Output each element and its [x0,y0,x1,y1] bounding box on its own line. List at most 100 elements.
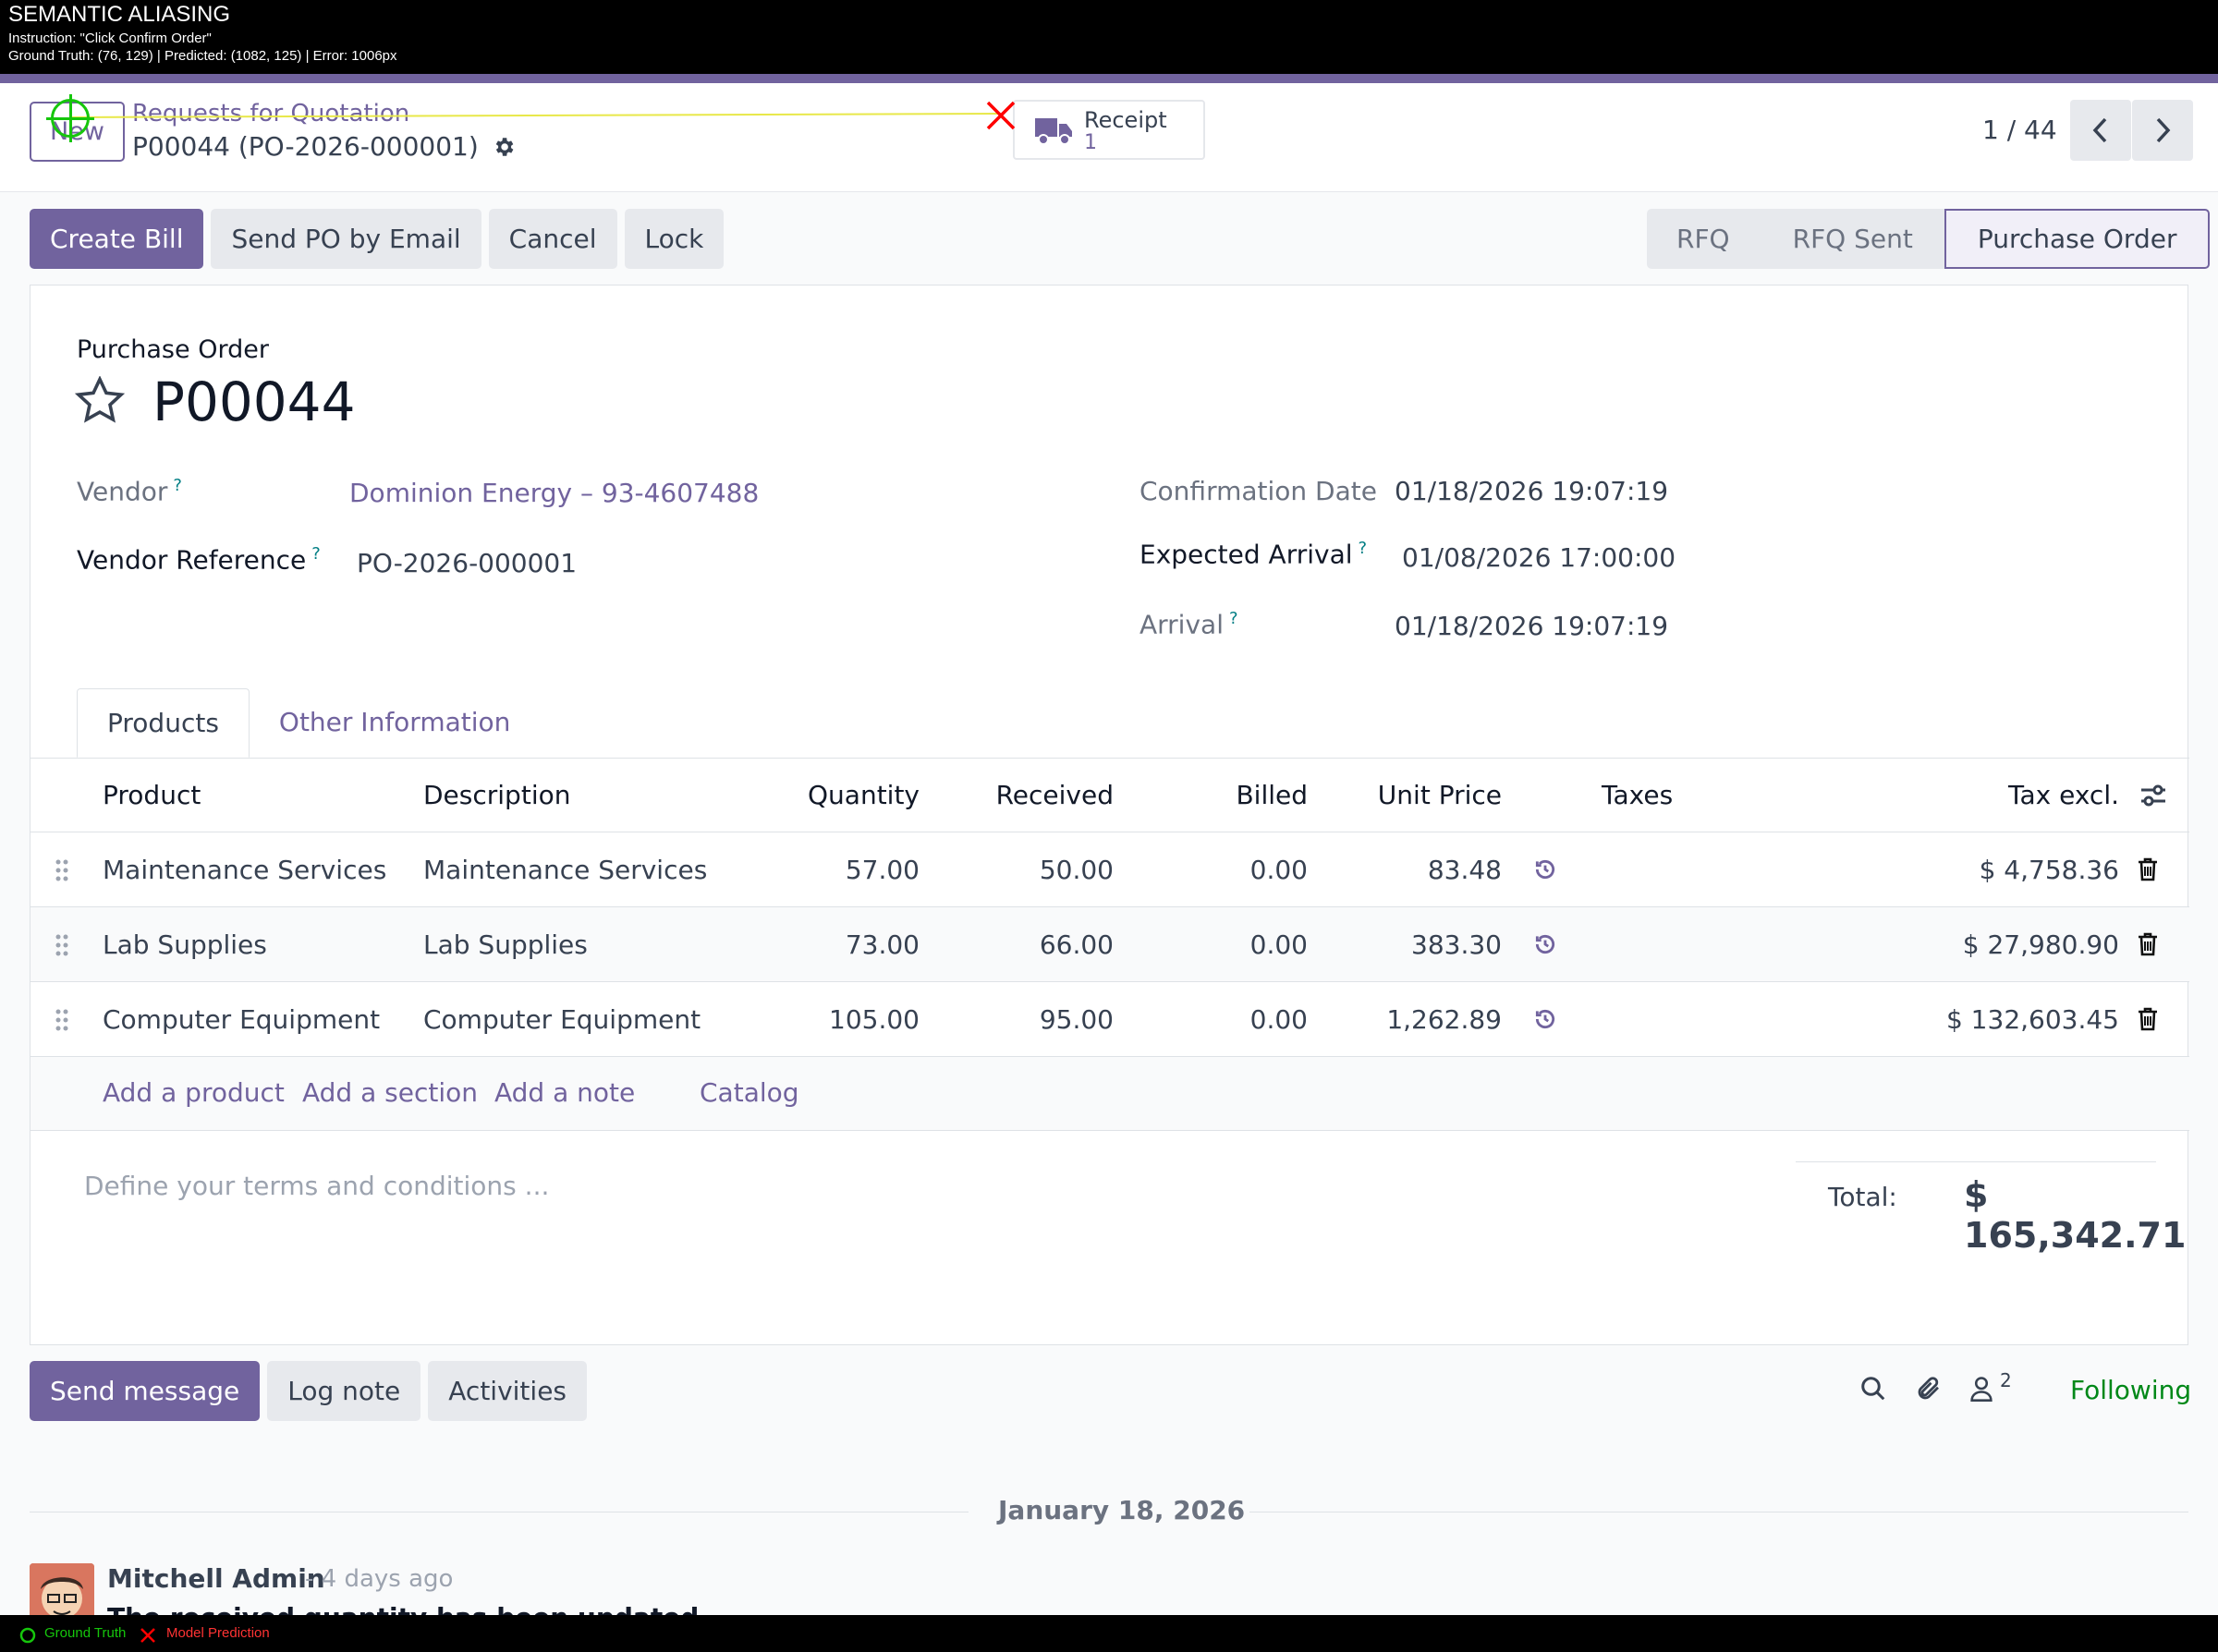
expected-arrival-field[interactable]: 01/08/2026 17:00:00 [1402,542,1676,573]
arrival-field[interactable]: 01/18/2026 19:07:19 [1395,611,1669,641]
row-received[interactable]: 50.00 [1039,854,1114,885]
column-header-taxes[interactable]: Taxes [1602,780,1674,810]
po-name: P00044 [152,370,356,433]
column-header-received[interactable]: Received [995,780,1114,810]
lock-button[interactable]: Lock [624,209,725,269]
chevron-right-icon [2156,117,2171,143]
tabs-divider [30,758,2189,759]
drag-handle-icon[interactable] [55,933,69,957]
optional-columns-toggle[interactable] [2139,759,2167,832]
annotation-instruction: Instruction: "Click Confirm Order" [8,30,212,46]
revert-price-button[interactable] [1533,832,1557,906]
stage-purchase-order[interactable]: Purchase Order [1944,209,2211,269]
receipt-smart-button[interactable]: Receipt 1 [1013,100,1205,160]
stage-rfq-sent[interactable]: RFQ Sent [1761,209,1944,269]
row-product[interactable]: Maintenance Services [103,854,387,885]
delete-row-button[interactable] [2138,832,2158,906]
log-note-button[interactable]: Log note [267,1361,421,1421]
breadcrumb-rfq[interactable]: Requests for Quotation [132,100,410,128]
row-received[interactable]: 95.00 [1039,1003,1114,1035]
vendor-label-text: Vendor [77,476,168,507]
search-icon[interactable] [1859,1375,1887,1403]
vendor-field[interactable]: Dominion Energy – 93-4607488 [349,478,760,508]
revert-price-button[interactable] [1533,982,1557,1056]
row-received[interactable]: 66.00 [1039,929,1114,960]
row-description[interactable]: Maintenance Services [423,854,708,885]
add-note-link[interactable]: Add a note [494,1077,636,1108]
message-timestamp: - 4 days ago [305,1565,454,1593]
history-icon [1535,859,1555,880]
row-unit-price[interactable]: 83.48 [1427,854,1502,885]
cancel-button[interactable]: Cancel [488,209,617,269]
ground-truth-legend-label: Ground Truth [44,1625,127,1641]
star-icon[interactable] [75,376,125,424]
ground-truth-marker-icon [46,94,94,142]
truck-icon [1035,118,1072,145]
row-subtotal: $ 4,758.36 [1979,854,2119,885]
delete-row-button[interactable] [2138,907,2158,981]
row-quantity[interactable]: 73.00 [845,929,920,960]
navbar-strip [0,74,2218,83]
column-header-billed[interactable]: Billed [1236,780,1308,810]
row-billed: 0.00 [1249,929,1308,960]
terms-conditions-field[interactable]: Define your terms and conditions ... [84,1171,550,1201]
followers-count: 2 [2000,1369,2012,1391]
create-bill-button[interactable]: Create Bill [30,209,204,269]
date-separator: January 18, 2026 [30,1495,2188,1532]
arrival-help-icon[interactable]: ? [1228,609,1238,628]
pager-value[interactable]: 1 / 44 [1982,115,2057,145]
vendor-reference-field[interactable]: PO-2026-000001 [357,548,578,578]
table-row[interactable]: Maintenance Services Maintenance Service… [30,832,2189,907]
column-header-quantity[interactable]: Quantity [808,780,920,810]
table-row[interactable]: Lab Supplies Lab Supplies 73.00 66.00 0.… [30,907,2189,982]
row-unit-price[interactable]: 383.30 [1411,929,1502,960]
user-icon [1970,1377,1993,1402]
following-button[interactable]: Following [2070,1375,2192,1405]
history-icon [1535,934,1555,954]
row-unit-price[interactable]: 1,262.89 [1386,1003,1502,1035]
tab-other-information[interactable]: Other Information [278,707,511,737]
activities-button[interactable]: Activities [428,1361,588,1421]
annotation-legend: Ground Truth Model Prediction [0,1615,2218,1652]
gear-icon[interactable] [492,135,516,159]
record-title: P00044 (PO-2026-000001) [132,131,516,162]
message-author[interactable]: Mitchell Admin [107,1563,325,1594]
stage-rfq[interactable]: RFQ [1647,209,1761,269]
record-title-text: P00044 (PO-2026-000001) [132,131,479,162]
row-quantity[interactable]: 57.00 [845,854,920,885]
delete-row-button[interactable] [2138,982,2158,1056]
vendor-help-icon[interactable]: ? [173,476,182,495]
confirmation-date-field[interactable]: 01/18/2026 19:07:19 [1395,476,1669,506]
drag-handle-icon[interactable] [55,858,69,882]
column-header-description[interactable]: Description [423,780,571,810]
total-amount: $ 165,342.71 [1964,1174,2187,1256]
vendor-reference-help-icon[interactable]: ? [311,544,321,564]
vendor-reference-label-text: Vendor Reference [77,544,307,576]
expected-arrival-help-icon[interactable]: ? [1358,539,1368,558]
pager-previous-button[interactable] [2070,100,2131,161]
paperclip-icon[interactable] [1915,1375,1943,1403]
row-quantity[interactable]: 105.00 [829,1003,920,1035]
trash-icon [2139,1007,2157,1031]
pager-next-button[interactable] [2132,100,2193,161]
followers-button[interactable]: 2 [1968,1369,2012,1403]
column-header-product[interactable]: Product [103,780,201,810]
send-po-email-button[interactable]: Send PO by Email [211,209,481,269]
drag-handle-icon[interactable] [55,1008,69,1032]
row-product[interactable]: Lab Supplies [103,929,267,960]
table-row[interactable]: Computer Equipment Computer Equipment 10… [30,982,2189,1057]
row-description[interactable]: Computer Equipment [423,1003,701,1035]
tab-products[interactable]: Products [77,688,250,758]
add-product-link[interactable]: Add a product [103,1077,285,1108]
catalog-link[interactable]: Catalog [700,1077,799,1108]
column-header-unit-price[interactable]: Unit Price [1377,780,1502,810]
row-product[interactable]: Computer Equipment [103,1003,381,1035]
prediction-legend-label: Model Prediction [166,1625,270,1641]
revert-price-button[interactable] [1533,907,1557,981]
row-description[interactable]: Lab Supplies [423,929,588,960]
column-header-tax-excl[interactable]: Tax excl. [2008,780,2119,810]
send-message-button[interactable]: Send message [30,1361,261,1421]
row-billed: 0.00 [1249,1003,1308,1035]
ground-truth-legend-icon [19,1627,36,1644]
add-section-link[interactable]: Add a section [302,1077,479,1108]
